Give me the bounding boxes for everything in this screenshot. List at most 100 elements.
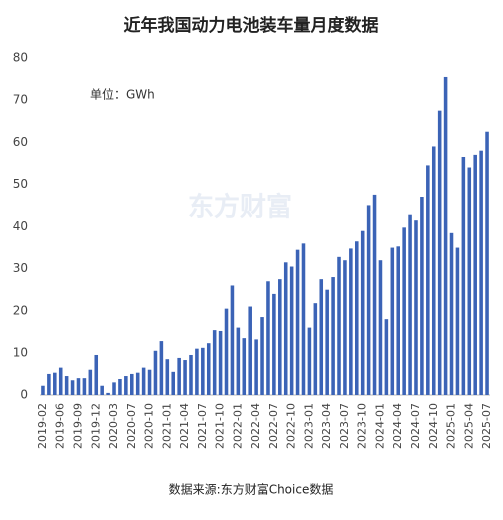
y-tick-label: 80 [13, 51, 28, 65]
bar [82, 378, 87, 395]
x-tick-label: 2021-04 [178, 403, 191, 449]
bar [76, 378, 81, 395]
bar [124, 376, 128, 395]
x-tick-label: 2021-07 [196, 403, 209, 449]
bar [283, 262, 288, 395]
bar [349, 248, 353, 395]
bar [372, 194, 377, 395]
x-tick-label: 2024-07 [409, 403, 422, 449]
y-tick-label: 0 [20, 388, 28, 402]
x-tick-label: 2019-09 [71, 403, 84, 449]
x-tick-label: 2024-10 [427, 403, 440, 449]
source-note: 数据来源:东方财富Choice数据 [169, 482, 334, 497]
x-tick-label: 2022-01 [231, 403, 244, 449]
y-tick-label: 70 [13, 93, 28, 107]
bar [41, 385, 45, 395]
bar [307, 327, 312, 395]
x-tick-label: 2020-03 [107, 403, 120, 449]
bar [47, 373, 51, 395]
x-tick-label: 2022-04 [249, 403, 262, 449]
bar [106, 392, 110, 395]
bar [141, 367, 146, 395]
bar [201, 347, 205, 395]
bar [331, 277, 335, 395]
bar [88, 369, 93, 395]
bar [420, 197, 424, 395]
bar [266, 281, 270, 395]
bar [313, 303, 318, 395]
x-tick-label: 2020-07 [125, 403, 138, 449]
bar [195, 348, 199, 395]
bar [437, 110, 442, 395]
y-tick-label: 50 [13, 177, 28, 191]
bar [64, 376, 69, 395]
x-tick-label: 2022-07 [267, 403, 280, 449]
bar [443, 76, 448, 396]
bar [414, 220, 418, 395]
x-tick-label: 2023-04 [320, 403, 333, 449]
bar [230, 285, 235, 395]
bar [343, 260, 347, 395]
bar [171, 371, 175, 395]
bar [479, 150, 483, 395]
bar [301, 243, 306, 395]
x-tick-label: 2021-10 [214, 403, 227, 449]
bar [242, 338, 247, 395]
bar [189, 354, 193, 395]
x-tick-label: 2019-02 [36, 403, 49, 449]
bar [159, 341, 164, 395]
bar [431, 146, 436, 395]
bar [70, 380, 75, 395]
y-tick-label: 60 [13, 135, 28, 149]
x-tick-label: 2019-12 [89, 403, 102, 449]
bar [473, 154, 477, 395]
bar [147, 369, 152, 395]
x-tick-label: 2025-01 [445, 403, 458, 449]
y-tick-label: 20 [13, 303, 28, 317]
bar [384, 319, 389, 395]
bar [272, 293, 276, 395]
bar [355, 241, 359, 395]
unit-annotation: 单位：GWh [90, 87, 155, 102]
bar [325, 289, 329, 395]
bar [449, 232, 454, 395]
bar [100, 385, 104, 395]
bar [177, 357, 181, 395]
bar [248, 306, 252, 395]
bar [467, 167, 472, 395]
x-tick-label: 2023-10 [356, 403, 369, 449]
bar [260, 317, 264, 395]
bar [378, 260, 383, 395]
x-tick-label: 2020-10 [143, 403, 156, 449]
x-tick-label: 2023-01 [302, 403, 315, 449]
x-tick-label: 2021-01 [160, 403, 173, 449]
bar [112, 382, 116, 395]
bar [206, 343, 211, 395]
bar [396, 246, 400, 395]
bar [360, 230, 365, 395]
y-tick-label: 40 [13, 219, 28, 233]
x-tick-label: 2023-07 [338, 403, 351, 449]
bar [118, 378, 122, 395]
bar [278, 279, 282, 395]
bar [236, 327, 241, 395]
bar [218, 330, 223, 395]
bar [212, 330, 217, 395]
bar [224, 308, 229, 395]
bar [319, 279, 324, 395]
x-tick-label: 2024-01 [373, 403, 386, 449]
x-tick-label: 2025-04 [462, 403, 475, 449]
bar [461, 156, 466, 395]
bar [58, 367, 63, 395]
y-tick-label: 30 [13, 261, 28, 275]
x-tick-label: 2022-10 [285, 403, 298, 449]
bar [183, 360, 187, 395]
chart-title: 近年我国动力电池装车量月度数据 [124, 15, 379, 36]
bar [53, 372, 57, 395]
y-tick-label: 10 [13, 345, 28, 359]
bar [165, 359, 170, 395]
bar [337, 256, 341, 395]
bar [135, 372, 140, 395]
x-tick-label: 2025-07 [480, 403, 493, 449]
